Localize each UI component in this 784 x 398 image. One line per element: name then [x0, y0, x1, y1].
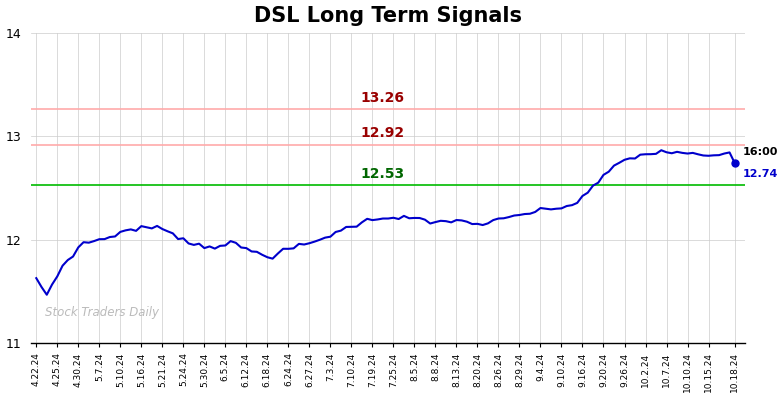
Text: Stock Traders Daily: Stock Traders Daily	[45, 306, 159, 318]
Text: 12.92: 12.92	[360, 127, 404, 140]
Title: DSL Long Term Signals: DSL Long Term Signals	[254, 6, 522, 25]
Text: 16:00: 16:00	[742, 147, 778, 157]
Text: 12.53: 12.53	[360, 167, 404, 181]
Text: 12.74: 12.74	[742, 170, 778, 179]
Text: 13.26: 13.26	[360, 91, 404, 105]
